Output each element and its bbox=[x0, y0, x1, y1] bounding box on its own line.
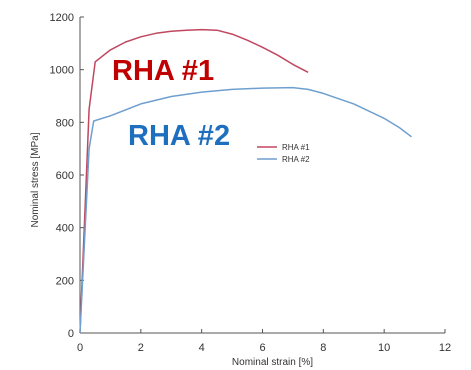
x-tick-label: 6 bbox=[259, 342, 265, 354]
x-tick-label: 10 bbox=[378, 342, 390, 354]
y-tick-label: 1000 bbox=[50, 65, 74, 77]
y-tick-label: 400 bbox=[56, 223, 74, 235]
y-tick-label: 1200 bbox=[50, 12, 74, 24]
series-line-rha-1 bbox=[79, 28, 309, 334]
series-label-rha-2: RHA #2 bbox=[128, 120, 230, 152]
series-layer bbox=[79, 28, 412, 334]
x-axis-label: Nominal strain [%] bbox=[232, 357, 313, 368]
x-tick-label: 2 bbox=[138, 342, 144, 354]
y-tick-label: 600 bbox=[56, 170, 74, 182]
x-tick-label: 0 bbox=[77, 342, 83, 354]
legend-label-rha-1: RHA #1 bbox=[282, 143, 310, 152]
y-tick-label: 0 bbox=[68, 328, 74, 340]
legend-label-rha-2: RHA #2 bbox=[282, 155, 310, 164]
series-label-rha-1: RHA #1 bbox=[112, 55, 214, 87]
legend: RHA #1 RHA #2 bbox=[257, 143, 310, 164]
y-tick-label: 200 bbox=[56, 275, 74, 287]
x-tick-label: 4 bbox=[199, 342, 205, 354]
y-axis-label: Nominal stress [MPa] bbox=[30, 132, 41, 227]
x-tick-label: 8 bbox=[320, 342, 326, 354]
y-tick-label: 800 bbox=[56, 117, 74, 129]
series-line-rha-2 bbox=[79, 86, 412, 334]
x-tick-label: 12 bbox=[439, 342, 451, 354]
axes: 0 2 4 6 8 10 12 0 200 400 600 800 1000 1200 bbox=[50, 12, 452, 354]
